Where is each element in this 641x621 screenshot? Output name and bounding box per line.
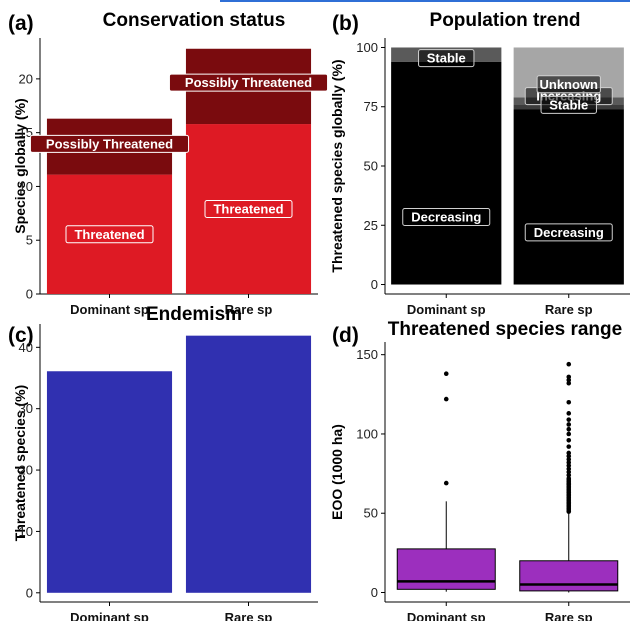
outlier-point (566, 417, 572, 422)
y-tick-label: 5 (26, 233, 33, 248)
outlier-point (566, 457, 572, 462)
bar (185, 335, 312, 593)
panel-letter: (a) (8, 12, 34, 35)
bar-label-box (204, 200, 293, 219)
x-tick-label: Dominant sp (70, 302, 149, 317)
x-tick-label: Rare sp (545, 302, 593, 317)
y-tick-label: 0 (26, 585, 33, 600)
y-tick-label: 25 (364, 218, 378, 233)
y-axis-label: Threatened species (%) (12, 385, 28, 541)
y-axis-label: Species globally (%) (12, 98, 28, 233)
outlier-point (443, 480, 449, 486)
bar-label: Threatened (74, 227, 144, 242)
panel-letter: (b) (332, 12, 359, 35)
outlier-point (566, 453, 572, 459)
outlier-point (566, 444, 572, 449)
y-axis-label: Threatened species globally (%) (329, 59, 345, 272)
outlier-point (566, 437, 572, 443)
bar-label: Possibly Threatened (185, 75, 312, 90)
outlier-point (566, 466, 572, 472)
bar-label: Possibly Threatened (46, 136, 173, 151)
y-tick-label: 50 (364, 159, 378, 174)
outlier-point (566, 426, 572, 432)
bar-label: Decreasing (534, 225, 604, 240)
bar-label: Unknown (540, 77, 599, 92)
x-tick-label: Dominant sp (407, 302, 486, 317)
bar-label-box (540, 95, 597, 114)
chart-title: Endemism (146, 304, 242, 325)
outlier-point (566, 377, 572, 383)
panel-b: (b) Population trend Threatened species gl… (329, 10, 630, 317)
bar-label-box (418, 49, 475, 68)
box (519, 560, 619, 592)
y-tick-label: 100 (356, 426, 378, 441)
y-tick-label: 10 (19, 179, 33, 194)
bar-label-box (29, 134, 190, 153)
chart-title: Conservation status (103, 10, 286, 31)
outlier-point (566, 380, 572, 386)
y-tick-label: 50 (364, 506, 378, 521)
y-tick-label: 40 (19, 340, 33, 355)
y-tick-label: 0 (371, 585, 378, 600)
x-tick-label: Rare sp (225, 302, 273, 317)
x-tick-label: Rare sp (225, 610, 273, 621)
panel-letter: (c) (8, 324, 34, 347)
y-tick-label: 15 (19, 125, 33, 140)
outlier-point (566, 472, 572, 478)
bar-label: Decreasing (411, 210, 481, 225)
outlier-point (566, 374, 572, 380)
bar-label: Stable (549, 97, 588, 112)
outlier-point (566, 450, 572, 456)
panel-letter: (d) (332, 324, 359, 347)
outlier-point (566, 460, 572, 465)
outlier-point (566, 361, 572, 367)
bar-label-box (402, 207, 491, 226)
y-tick-label: 0 (26, 287, 33, 302)
y-tick-label: 150 (356, 347, 378, 362)
x-tick-label: Dominant sp (70, 610, 149, 621)
outlier-point (566, 431, 572, 437)
outlier-point (566, 463, 572, 468)
outlier-point (443, 371, 449, 377)
y-tick-label: 20 (19, 463, 33, 478)
bar-label: Threatened (213, 202, 283, 217)
x-tick-label: Dominant sp (407, 610, 486, 621)
box (396, 548, 496, 590)
y-tick-label: 0 (371, 277, 378, 292)
outlier-point (566, 422, 572, 427)
y-axis-label: EOO (1000 ha) (329, 424, 345, 520)
y-tick-label: 30 (19, 401, 33, 416)
bar-label: Stable (427, 51, 466, 66)
bar-label-box (65, 225, 154, 244)
panel-a: (a) Conservation status Species globally (… (8, 10, 329, 317)
bar-label-box (524, 223, 613, 242)
y-tick-label: 20 (19, 71, 33, 86)
y-tick-label: 75 (364, 99, 378, 114)
chart-title: Population trend (430, 10, 581, 31)
bar-label-box (536, 75, 601, 94)
y-tick-label: 100 (356, 40, 378, 55)
panel-d: (d) Threatened species range EOO (1000 ha)… (329, 319, 630, 621)
outlier-point (443, 396, 449, 402)
top-accent-line (220, 0, 630, 2)
bar-segment (391, 61, 502, 285)
outlier-point (566, 469, 572, 475)
outlier-point (566, 411, 572, 416)
panel-c: (c) Endemism Threatened species (%) 0 10 20 30… (8, 304, 318, 621)
bar (46, 371, 173, 593)
chart-title: Threatened species range (388, 319, 622, 340)
y-tick-label: 10 (19, 524, 33, 539)
outlier-point (566, 399, 572, 405)
bar-segment (513, 109, 624, 285)
x-tick-label: Rare sp (545, 610, 593, 621)
outlier-point (566, 476, 572, 481)
bar-label-box (168, 73, 329, 92)
